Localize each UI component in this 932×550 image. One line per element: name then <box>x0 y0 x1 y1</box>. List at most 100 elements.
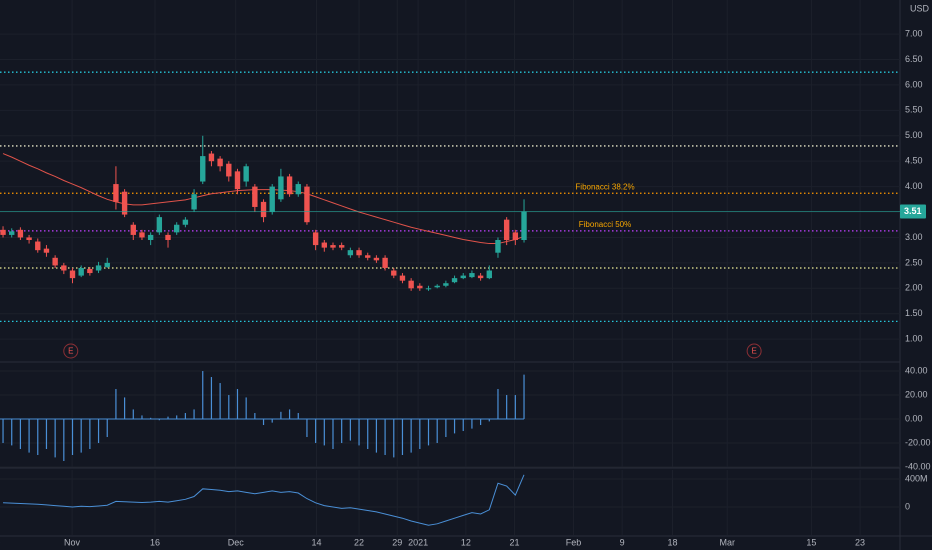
y-tick-label: -40.00 <box>905 461 931 471</box>
histogram-bar <box>462 419 464 432</box>
candle-body <box>217 158 223 167</box>
y-tick-label: 3.00 <box>905 232 923 242</box>
candle-body <box>35 241 41 251</box>
histogram-bar <box>236 389 239 420</box>
histogram-bar <box>202 371 204 420</box>
x-tick-label: Dec <box>228 537 245 547</box>
candle-body <box>486 270 492 279</box>
histogram-bar <box>37 419 39 456</box>
histogram-bar <box>367 419 369 450</box>
candle-body <box>365 255 371 258</box>
y-tick-label: 7.00 <box>905 28 923 38</box>
candle-body <box>226 163 232 177</box>
histogram-bar <box>315 419 317 444</box>
histogram-bar <box>2 419 4 444</box>
histogram-bar <box>80 419 82 453</box>
histogram-bar <box>445 419 447 438</box>
histogram-bar <box>523 374 525 420</box>
candle-body <box>512 232 519 240</box>
candle-body <box>356 250 362 256</box>
histogram-bar <box>45 419 48 450</box>
histogram-bar <box>184 413 186 420</box>
histogram-bar <box>262 419 265 426</box>
histogram-bar <box>210 377 213 420</box>
candle-body <box>156 217 163 233</box>
candle-body <box>147 234 154 240</box>
candle-body <box>139 232 145 238</box>
candle-body <box>503 219 510 240</box>
candle-body <box>182 219 189 225</box>
histogram-bar <box>480 419 482 426</box>
y-tick-label: 4.50 <box>905 156 923 166</box>
candle-body <box>43 248 50 253</box>
histogram-bar <box>54 419 56 458</box>
candle-body <box>425 288 432 290</box>
histogram-bar <box>410 419 412 453</box>
candle-body <box>243 166 249 182</box>
histogram-bar <box>358 419 360 446</box>
candle-body <box>78 267 84 276</box>
histogram-bar <box>514 395 516 420</box>
x-tick-label: Mar <box>719 537 735 547</box>
y-tick-label: 400M <box>905 473 928 483</box>
histogram-bar <box>141 415 143 420</box>
x-tick-label: Nov <box>64 537 81 547</box>
histogram-bar <box>375 419 378 453</box>
histogram-bar <box>419 419 421 450</box>
histogram-bar <box>453 419 456 434</box>
candle-body <box>460 275 466 279</box>
candle-body <box>304 186 310 223</box>
histogram-bar <box>167 416 169 420</box>
candle-body <box>399 275 406 281</box>
candle-body <box>234 171 241 190</box>
x-tick-label: 21 <box>509 537 519 547</box>
histogram-bar <box>124 397 126 420</box>
candle-body <box>269 186 275 213</box>
candle-body <box>191 194 197 210</box>
histogram-bar <box>71 419 74 456</box>
y-tick-label: 2.50 <box>905 257 923 267</box>
candle-body <box>130 224 136 235</box>
histogram-bar <box>332 419 334 450</box>
candle-body <box>382 257 388 268</box>
moving-average <box>2 153 525 245</box>
candle-body <box>252 186 258 207</box>
candle-body <box>347 250 354 256</box>
histogram-bar <box>158 419 160 421</box>
histogram-bar <box>349 419 351 441</box>
histogram-bar <box>132 409 134 420</box>
y-tick-label: 5.00 <box>905 130 923 140</box>
x-tick-label: Feb <box>566 537 582 547</box>
y-tick-label: 6.00 <box>905 79 923 89</box>
candle-body <box>121 191 128 215</box>
candle-body <box>208 153 215 162</box>
histogram-bar <box>497 389 499 420</box>
candle-body <box>95 265 102 271</box>
candle-body <box>165 234 171 240</box>
candle-body <box>373 257 380 261</box>
y-tick-label: 1.50 <box>905 308 923 318</box>
histogram-bar <box>89 419 91 450</box>
histogram-bar <box>271 419 273 423</box>
histogram-bar <box>384 419 386 456</box>
candle-body <box>113 184 119 202</box>
candle-body <box>469 273 475 278</box>
histogram-bar <box>436 419 438 444</box>
candle-body <box>17 229 24 238</box>
x-tick-label: 14 <box>311 537 321 547</box>
candle-body <box>451 278 458 283</box>
y-tick-label: 0.00 <box>905 413 923 423</box>
candle-body <box>321 242 328 248</box>
x-tick-label: 2021 <box>408 537 428 547</box>
candle-body <box>26 237 32 240</box>
histogram-bar <box>341 419 343 444</box>
histogram-bar <box>488 419 490 422</box>
histogram-bar <box>115 389 117 420</box>
histogram-bar <box>427 419 430 446</box>
event-label: E <box>751 347 756 356</box>
x-tick-label: 29 <box>392 537 402 547</box>
candle-body <box>69 270 76 279</box>
y-tick-label: 40.00 <box>905 365 928 375</box>
candle-body <box>391 270 397 276</box>
